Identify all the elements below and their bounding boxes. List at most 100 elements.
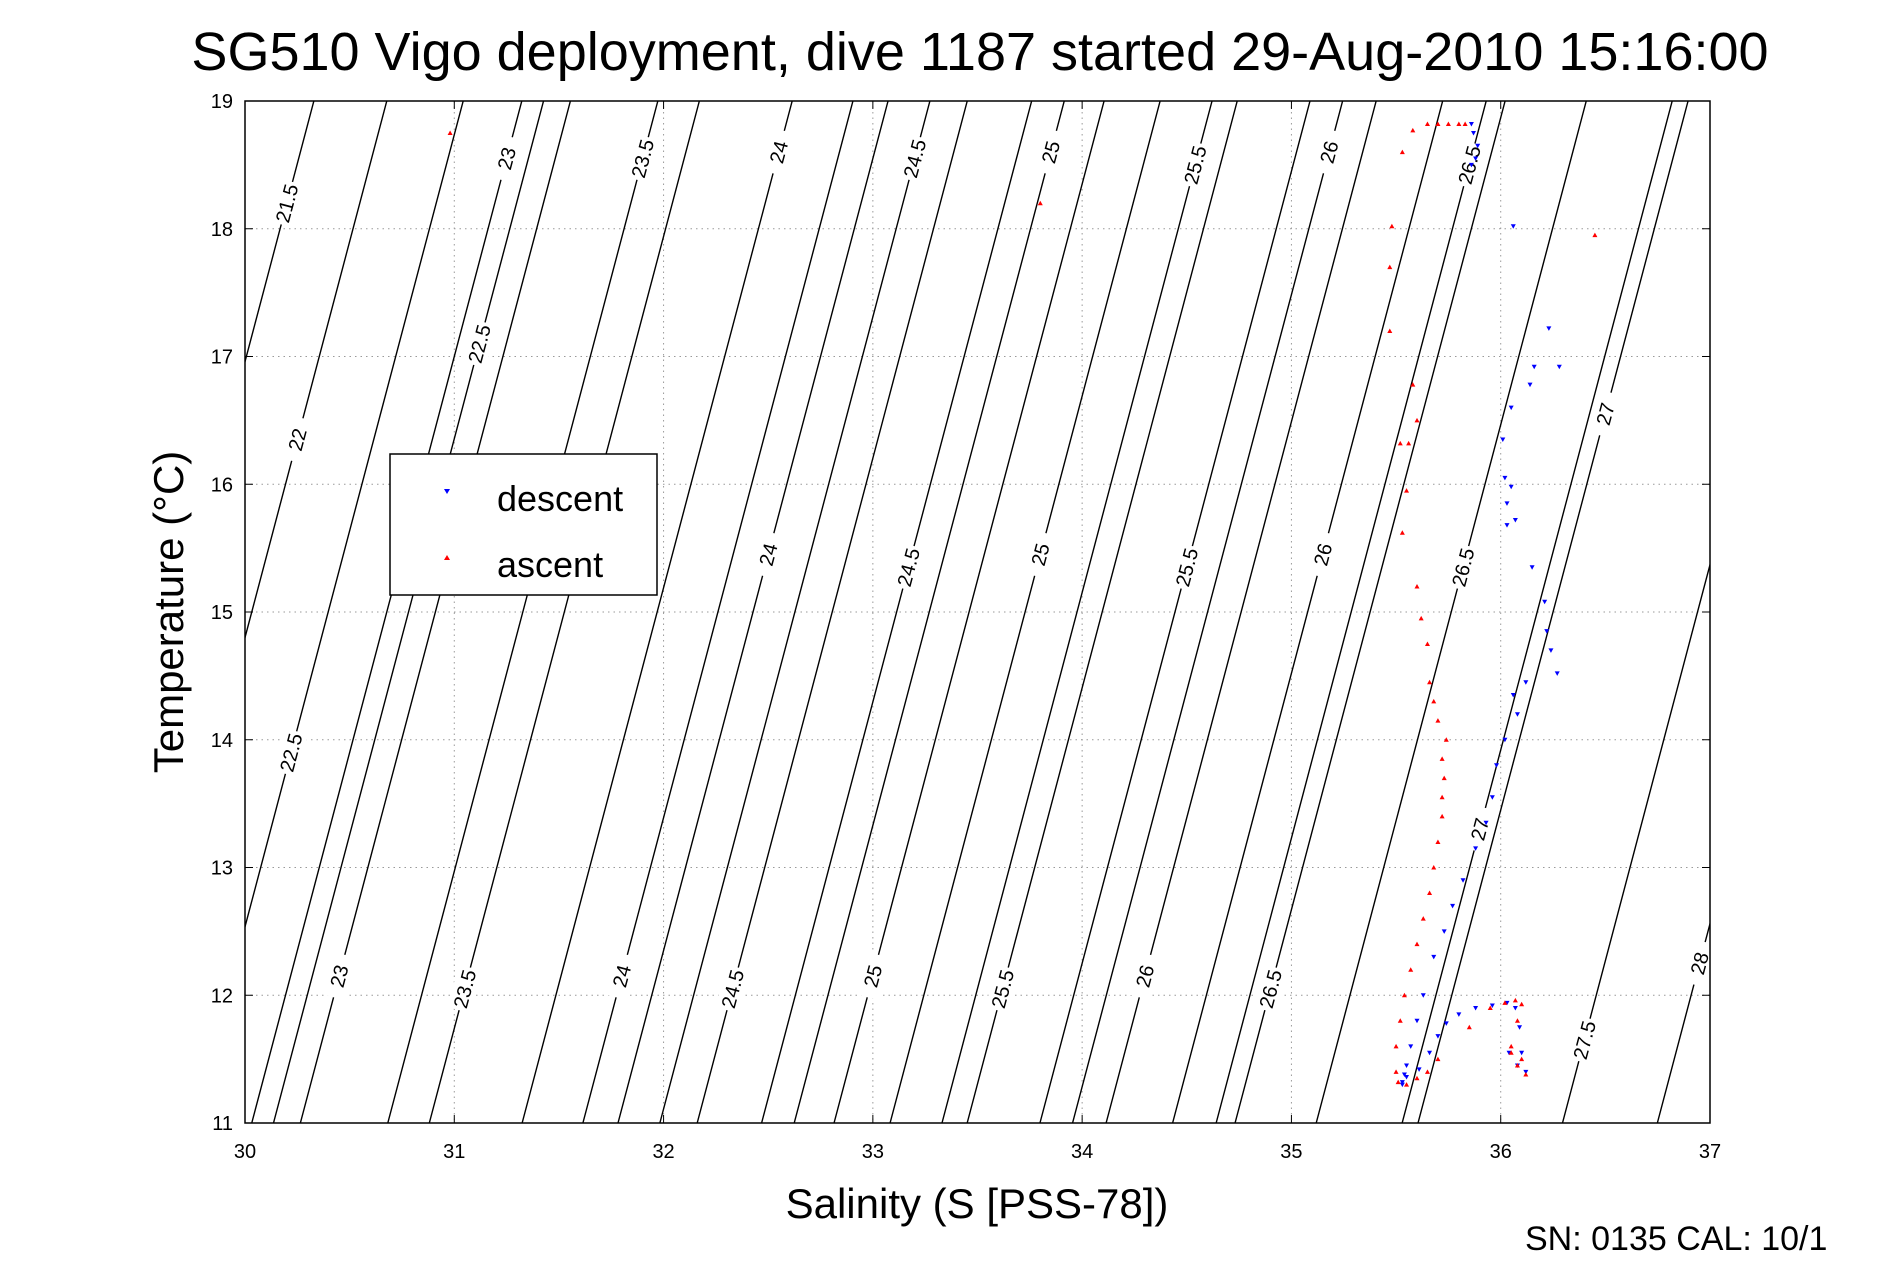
contour-label-mask [625, 134, 660, 183]
descent-point [1556, 364, 1562, 370]
x-tick-label: 37 [1699, 1141, 1721, 1163]
descent-point [1546, 326, 1552, 331]
ascent-point [1397, 440, 1403, 446]
ascent-point [1514, 1063, 1520, 1068]
contour-label: 27.5 [1570, 1019, 1601, 1062]
y-tick-label: 14 [211, 730, 233, 752]
y-tick-label: 15 [211, 602, 233, 624]
ascent-point [1441, 775, 1447, 781]
contour-label: 25 [1028, 541, 1055, 568]
ascent-point [1523, 1071, 1529, 1077]
contour-label-mask [750, 530, 786, 579]
y-tick-label: 18 [211, 219, 233, 241]
isopycnal-line [1071, 101, 1344, 1123]
descent-point [1527, 382, 1533, 388]
contour-label-mask [985, 964, 1020, 1014]
descent-point [1512, 1006, 1518, 1011]
ascent-point [1406, 440, 1412, 446]
isopycnal-line [941, 101, 1213, 1123]
descent-point [1512, 518, 1518, 523]
contour-label-mask [604, 951, 639, 1001]
x-tick-label: 34 [1071, 1141, 1093, 1163]
contour-label-mask [1567, 1015, 1602, 1065]
descent-point [1531, 364, 1537, 370]
y-tick-label: 13 [211, 858, 233, 880]
contour-label: 23.5 [628, 137, 659, 180]
isopycnal-line [760, 101, 1033, 1123]
descent-point [1460, 878, 1466, 883]
ascent-point [1443, 737, 1449, 742]
ascent-point [1435, 121, 1441, 126]
descent-point [1489, 1003, 1495, 1008]
isopycnal-line [889, 101, 1161, 1123]
x-tick-label: 33 [862, 1141, 884, 1163]
ascent-point [1466, 1024, 1472, 1030]
descent-point [1420, 993, 1426, 998]
ascent-point [1439, 756, 1445, 761]
contour-label: 25.5 [1172, 546, 1203, 589]
contour-label: 24.5 [894, 546, 925, 589]
legend-marker-descent [444, 489, 450, 494]
descent-point [1441, 929, 1447, 934]
descent-point [1510, 224, 1516, 229]
ascent-point [1389, 223, 1395, 229]
ascent-point [1387, 328, 1393, 333]
contour-label-mask [1445, 542, 1481, 592]
contour-label-mask [855, 951, 891, 1001]
contour-label-mask [891, 542, 926, 592]
y-tick-label: 12 [211, 985, 233, 1007]
legend-marker-ascent [444, 555, 450, 560]
contour-label: 25 [860, 963, 887, 990]
contour-label: 24.5 [900, 137, 931, 180]
isopycnal-line [659, 101, 931, 1123]
descent-point [1502, 737, 1508, 743]
contour-label-mask [1452, 140, 1487, 190]
ascent-point [1445, 121, 1451, 126]
descent-point [1494, 763, 1500, 768]
ascent-point [1037, 200, 1043, 206]
descent-point [1468, 162, 1474, 168]
ascent-point [1399, 530, 1405, 535]
descent-point [1483, 820, 1489, 826]
descent-point [1404, 1075, 1410, 1080]
ascent-point [1431, 698, 1437, 704]
y-axis-label: Temperature (°C) [145, 451, 192, 774]
ascent-point [1393, 1069, 1399, 1074]
contour-label: 22.5 [465, 322, 496, 365]
descent-point [1404, 1063, 1410, 1069]
descent-point [1408, 1044, 1414, 1049]
isopycnal-line [521, 101, 793, 1123]
contour-label-mask [1127, 951, 1163, 1001]
contour-label-mask [1588, 389, 1623, 439]
legend: descent ascent [389, 453, 658, 596]
descent-point [1401, 1072, 1407, 1077]
contour-label-mask [1462, 804, 1498, 854]
ascent-point [1439, 794, 1445, 800]
contour-label-mask [462, 319, 497, 369]
ascent-point [1435, 839, 1441, 844]
isopycnal-line [251, 101, 523, 1123]
ascent-point [1401, 992, 1407, 998]
contour-label: 27 [1593, 401, 1620, 428]
contour-label-mask [1169, 542, 1205, 592]
ascent-point [1414, 583, 1420, 589]
x-tick-label: 35 [1280, 1141, 1302, 1163]
series-ascent [447, 121, 1598, 1087]
contour-label-mask [761, 127, 796, 177]
x-tick-label: 36 [1490, 1141, 1512, 1163]
ascent-point [1393, 1043, 1399, 1049]
chart-title: SG510 Vigo deployment, dive 1187 started… [191, 22, 1768, 82]
isopycnal-line [966, 101, 1238, 1123]
contour-label: 25 [1038, 139, 1065, 166]
isopycnal-line [428, 101, 701, 1123]
contour-label-mask [1023, 530, 1058, 579]
density-contours [245, 101, 1710, 1123]
descent-point [1529, 565, 1535, 570]
isopycnal-line [793, 101, 1065, 1123]
y-tick-label: 19 [211, 91, 233, 113]
ascent-point [1456, 121, 1462, 126]
descent-point [1548, 648, 1554, 653]
density-contour-labels: 21.5 22 22.5 22.5 23 23 23.5 23.5 24 24 24 24.5 24.5… [269, 127, 1717, 1065]
descent-point [1510, 693, 1516, 698]
ascent-point [1431, 865, 1437, 870]
